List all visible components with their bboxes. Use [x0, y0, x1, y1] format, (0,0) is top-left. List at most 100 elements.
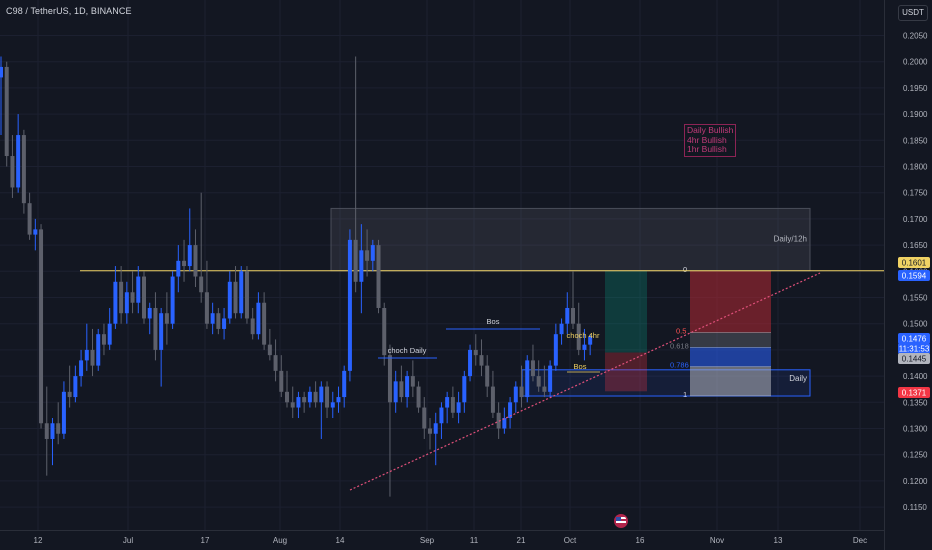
candle-body — [285, 391, 289, 403]
candle-body — [428, 428, 432, 434]
bos-4hr-label: Bos — [574, 362, 587, 371]
candle-body — [56, 423, 61, 434]
fib-label: 0.618 — [670, 341, 689, 350]
price-label: 0.1601 — [902, 259, 927, 268]
zones: Daily/12h Daily 0 0.5 0.618 0.786 1 — [330, 207, 811, 399]
candle-body — [433, 423, 438, 434]
candle-body — [536, 376, 541, 387]
us-flag-event-icon[interactable] — [614, 514, 628, 528]
candle-body — [519, 386, 524, 398]
candle-body — [439, 407, 444, 424]
price-tick-label: 0.1550 — [903, 294, 928, 303]
candle-body — [405, 376, 410, 398]
choch-4hr-label: choch 4hr — [567, 331, 600, 340]
fib-label: 0 — [683, 265, 687, 274]
candle-body — [147, 307, 152, 319]
fib-zone-0.786-1 — [690, 366, 771, 397]
candle-body — [450, 397, 455, 413]
bias-4hr: 4hr Bullish — [687, 134, 727, 145]
candle-body — [153, 307, 158, 350]
long-position-stop — [605, 352, 647, 392]
price-tick-label: 0.1150 — [903, 503, 927, 512]
candle-body — [267, 344, 272, 356]
candles — [0, 56, 593, 497]
candle-body — [113, 281, 118, 324]
candle-body — [296, 397, 301, 408]
fib-zone-0.618-0.786 — [690, 347, 771, 367]
candle-body — [227, 281, 232, 319]
price-tick-label: 0.1700 — [903, 215, 928, 224]
candle-body — [124, 292, 129, 314]
candle-body — [16, 135, 21, 188]
time-tick-label: 13 — [774, 536, 783, 545]
candle-body — [39, 229, 44, 424]
price-tick-label: 0.1950 — [903, 84, 928, 93]
time-tick-label: 14 — [336, 536, 345, 545]
fib-label: 0.5 — [676, 327, 686, 336]
candle-body — [4, 66, 9, 157]
candle-body — [79, 360, 84, 377]
candle-body — [84, 349, 89, 361]
candle-body — [508, 402, 513, 419]
candle-body — [393, 381, 398, 403]
bias-1hr: 1hr Bullish — [687, 144, 727, 154]
long-position-target — [605, 270, 647, 353]
candle-body — [559, 323, 564, 335]
candle-body — [216, 313, 221, 329]
candle-body — [485, 365, 490, 387]
candle-body — [582, 344, 587, 350]
time-tick-label: Sep — [420, 536, 435, 545]
price-tick-label: 0.1800 — [903, 163, 928, 172]
candle-body — [73, 376, 78, 398]
candle-body — [27, 203, 32, 235]
candle-body — [548, 365, 553, 392]
currency-button[interactable]: USDT — [898, 5, 928, 21]
candle-body — [10, 156, 15, 188]
bos-label: Bos — [487, 317, 500, 326]
candle-body — [445, 397, 450, 408]
candle-body — [262, 302, 267, 345]
candle-body — [170, 276, 175, 324]
fib-label: 1 — [683, 390, 687, 399]
candle-body — [496, 412, 501, 429]
candle-body — [473, 349, 478, 356]
candle-body — [187, 245, 192, 267]
time-axis: 12 Jul 17 Aug 14 Sep 11 21 Oct 16 Nov 13 Dec — [34, 536, 868, 545]
candle-body — [502, 418, 507, 429]
candle-body — [462, 376, 467, 403]
candle-body — [479, 355, 484, 366]
candle-body — [222, 318, 227, 329]
candle-body — [50, 423, 55, 439]
price-label-bg — [898, 270, 930, 281]
candle-body — [410, 376, 415, 387]
bias-note[interactable]: Daily Bullish 4hr Bullish 1hr Bullish — [684, 124, 737, 157]
candle-body — [21, 135, 26, 204]
candle-body — [273, 355, 278, 371]
price-tick-label: 0.1750 — [903, 189, 928, 198]
zone-label-daily-12h: Daily/12h — [774, 234, 807, 243]
price-tick-label: 0.1900 — [903, 110, 928, 119]
candle-body — [136, 276, 141, 303]
candle-body — [107, 323, 112, 345]
price-label: 0.1445 — [902, 355, 927, 364]
supply-zone-daily-12h — [330, 207, 811, 272]
symbol-title[interactable]: C98 / TetherUS, 1D, BINANCE — [6, 6, 132, 16]
candle-body — [382, 307, 387, 356]
candle-body — [370, 245, 375, 261]
candle-body — [416, 386, 421, 408]
price-tick-label: 0.1850 — [903, 136, 928, 145]
candle-body — [576, 323, 581, 350]
price-label-bg — [898, 343, 930, 354]
fib-label: 0.786 — [670, 361, 689, 370]
candle-body — [588, 336, 593, 345]
candle-body — [61, 391, 66, 434]
candle-body — [353, 239, 358, 282]
price-label: 11:31:53 — [899, 345, 930, 354]
fib-zone-0.5-0.618 — [690, 332, 771, 348]
candle-body — [204, 292, 209, 324]
candle-body — [193, 245, 198, 277]
candle-body — [359, 250, 364, 282]
